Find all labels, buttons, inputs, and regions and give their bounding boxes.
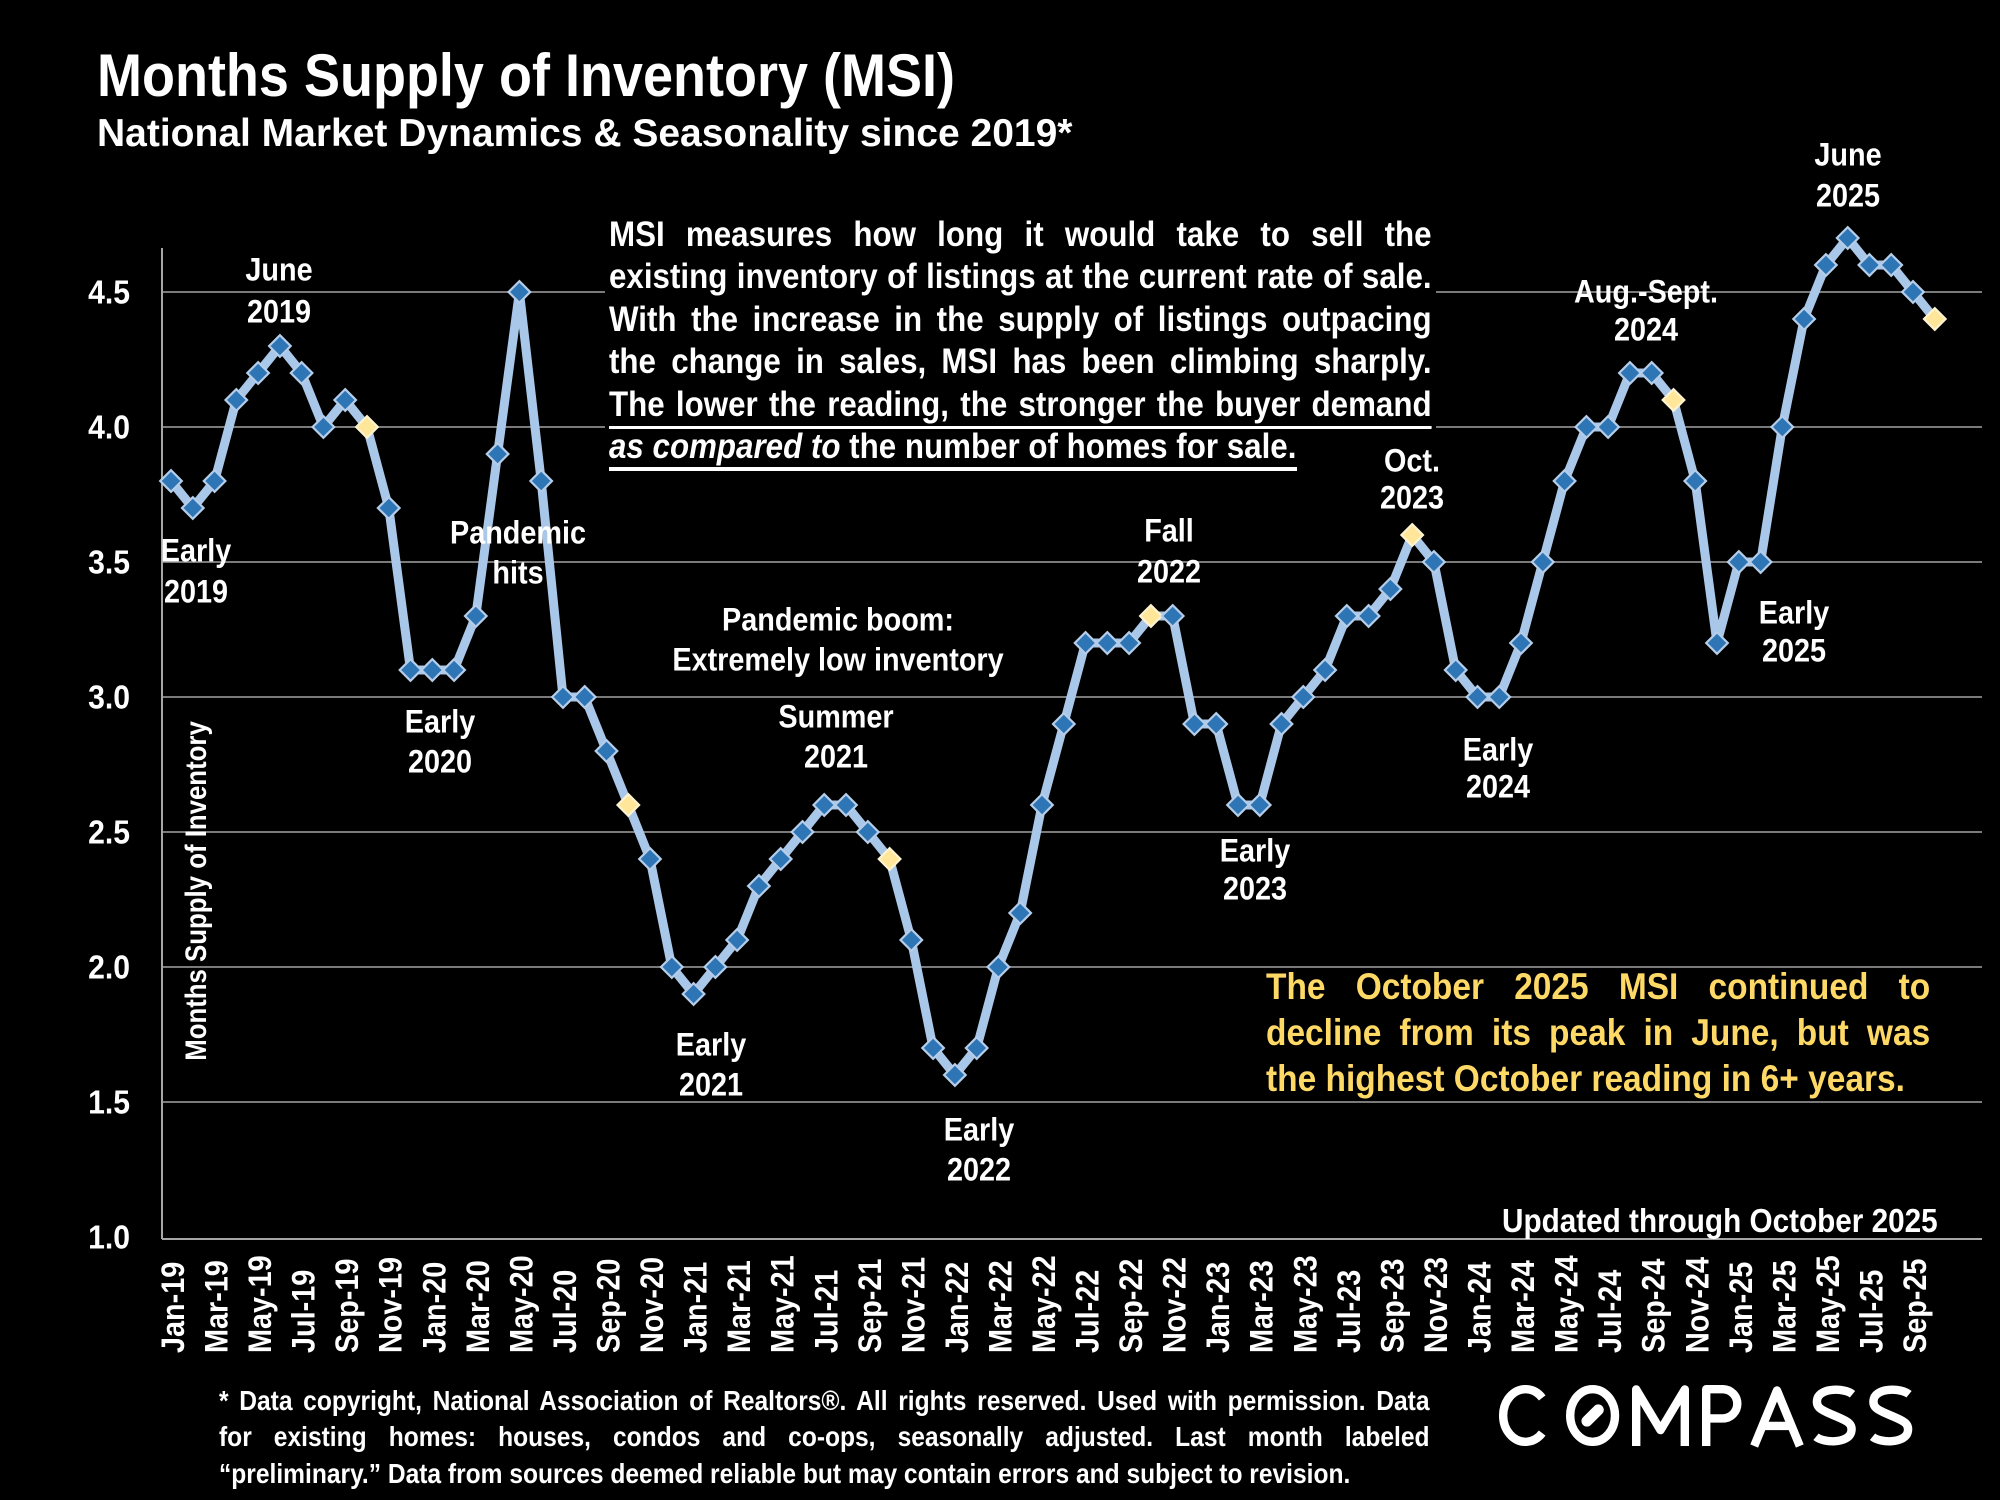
svg-text:Early: Early — [676, 1027, 747, 1063]
svg-text:Fall: Fall — [1144, 513, 1194, 549]
svg-text:Nov-24: Nov-24 — [1680, 1257, 1716, 1353]
svg-text:Early: Early — [944, 1112, 1015, 1148]
svg-text:Months Supply of Inventory: Months Supply of Inventory — [179, 721, 212, 1061]
svg-text:2021: 2021 — [679, 1067, 743, 1103]
svg-text:Early: Early — [405, 704, 476, 740]
svg-text:2019: 2019 — [164, 574, 228, 610]
svg-text:2025: 2025 — [1816, 178, 1880, 214]
svg-text:Jul-21: Jul-21 — [809, 1270, 845, 1353]
svg-text:Mar-22: Mar-22 — [983, 1260, 1019, 1353]
svg-text:June: June — [245, 252, 312, 288]
svg-text:Nov-22: Nov-22 — [1157, 1257, 1193, 1353]
svg-text:2022: 2022 — [1137, 554, 1201, 590]
svg-text:2023: 2023 — [1223, 871, 1287, 907]
svg-text:Mar-25: Mar-25 — [1767, 1260, 1803, 1353]
svg-text:2022: 2022 — [947, 1152, 1011, 1188]
svg-text:Pandemic: Pandemic — [450, 515, 586, 551]
svg-text:2025: 2025 — [1762, 633, 1826, 669]
svg-text:1.5: 1.5 — [88, 1083, 130, 1121]
svg-text:Mar-23: Mar-23 — [1244, 1260, 1280, 1353]
svg-text:Jan-25: Jan-25 — [1723, 1262, 1759, 1353]
svg-text:2024: 2024 — [1614, 312, 1678, 348]
svg-text:May-21: May-21 — [765, 1255, 801, 1353]
svg-text:Nov-21: Nov-21 — [896, 1257, 932, 1353]
svg-text:Jul-24: Jul-24 — [1593, 1270, 1629, 1353]
svg-text:Oct.: Oct. — [1384, 443, 1440, 479]
svg-text:2023: 2023 — [1380, 480, 1444, 516]
svg-text:Jan-20: Jan-20 — [417, 1262, 453, 1353]
svg-text:2020: 2020 — [408, 744, 472, 780]
svg-text:Mar-19: Mar-19 — [199, 1260, 235, 1353]
svg-text:Sep-24: Sep-24 — [1636, 1259, 1672, 1353]
svg-text:Sep-19: Sep-19 — [330, 1259, 366, 1353]
svg-text:Jul-25: Jul-25 — [1854, 1270, 1890, 1353]
svg-text:3.0: 3.0 — [88, 678, 130, 716]
svg-text:Jul-19: Jul-19 — [286, 1270, 322, 1353]
svg-text:Jan-23: Jan-23 — [1201, 1262, 1237, 1353]
svg-text:Early: Early — [1759, 595, 1830, 631]
svg-text:May-25: May-25 — [1811, 1255, 1847, 1353]
svg-text:Nov-20: Nov-20 — [635, 1257, 671, 1353]
svg-text:2.0: 2.0 — [88, 948, 130, 986]
svg-text:3.5: 3.5 — [88, 543, 130, 581]
svg-text:Early: Early — [1220, 833, 1291, 869]
svg-text:Pandemic boom:: Pandemic boom: — [722, 602, 954, 638]
svg-text:Sep-23: Sep-23 — [1375, 1259, 1411, 1353]
svg-text:Mar-20: Mar-20 — [460, 1260, 496, 1353]
svg-text:Nov-23: Nov-23 — [1419, 1257, 1455, 1353]
svg-text:Early: Early — [161, 533, 232, 569]
svg-text:Summer: Summer — [778, 699, 893, 735]
svg-text:June: June — [1814, 137, 1881, 173]
svg-text:Nov-19: Nov-19 — [373, 1257, 409, 1353]
svg-text:Early: Early — [1463, 732, 1534, 768]
svg-text:2019: 2019 — [247, 294, 311, 330]
svg-text:2024: 2024 — [1466, 769, 1530, 805]
svg-text:Jul-22: Jul-22 — [1070, 1270, 1106, 1353]
svg-text:Jan-24: Jan-24 — [1462, 1262, 1498, 1353]
svg-text:Mar-21: Mar-21 — [722, 1260, 758, 1353]
svg-text:4.5: 4.5 — [88, 273, 130, 311]
svg-text:2.5: 2.5 — [88, 813, 130, 851]
svg-text:May-20: May-20 — [504, 1255, 540, 1353]
svg-text:Jan-21: Jan-21 — [678, 1262, 714, 1353]
svg-text:May-22: May-22 — [1027, 1255, 1063, 1353]
svg-text:Sep-21: Sep-21 — [852, 1259, 888, 1353]
svg-text:Sep-25: Sep-25 — [1898, 1259, 1934, 1353]
svg-text:Jan-19: Jan-19 — [156, 1262, 192, 1353]
svg-text:4.0: 4.0 — [88, 408, 130, 446]
svg-text:Sep-22: Sep-22 — [1114, 1259, 1150, 1353]
svg-text:Extremely low inventory: Extremely low inventory — [672, 642, 1003, 678]
svg-text:hits: hits — [492, 555, 543, 591]
svg-text:Jan-22: Jan-22 — [940, 1262, 976, 1353]
svg-text:Aug.-Sept.: Aug.-Sept. — [1574, 274, 1718, 310]
svg-text:1.0: 1.0 — [88, 1218, 130, 1256]
svg-text:May-23: May-23 — [1288, 1255, 1324, 1353]
svg-text:Jul-20: Jul-20 — [548, 1270, 584, 1353]
svg-text:Mar-24: Mar-24 — [1506, 1260, 1542, 1353]
svg-text:Jul-23: Jul-23 — [1331, 1270, 1367, 1353]
svg-text:Sep-20: Sep-20 — [591, 1259, 627, 1353]
svg-text:May-19: May-19 — [243, 1255, 279, 1353]
svg-text:2021: 2021 — [804, 739, 868, 775]
svg-text:May-24: May-24 — [1549, 1255, 1585, 1353]
